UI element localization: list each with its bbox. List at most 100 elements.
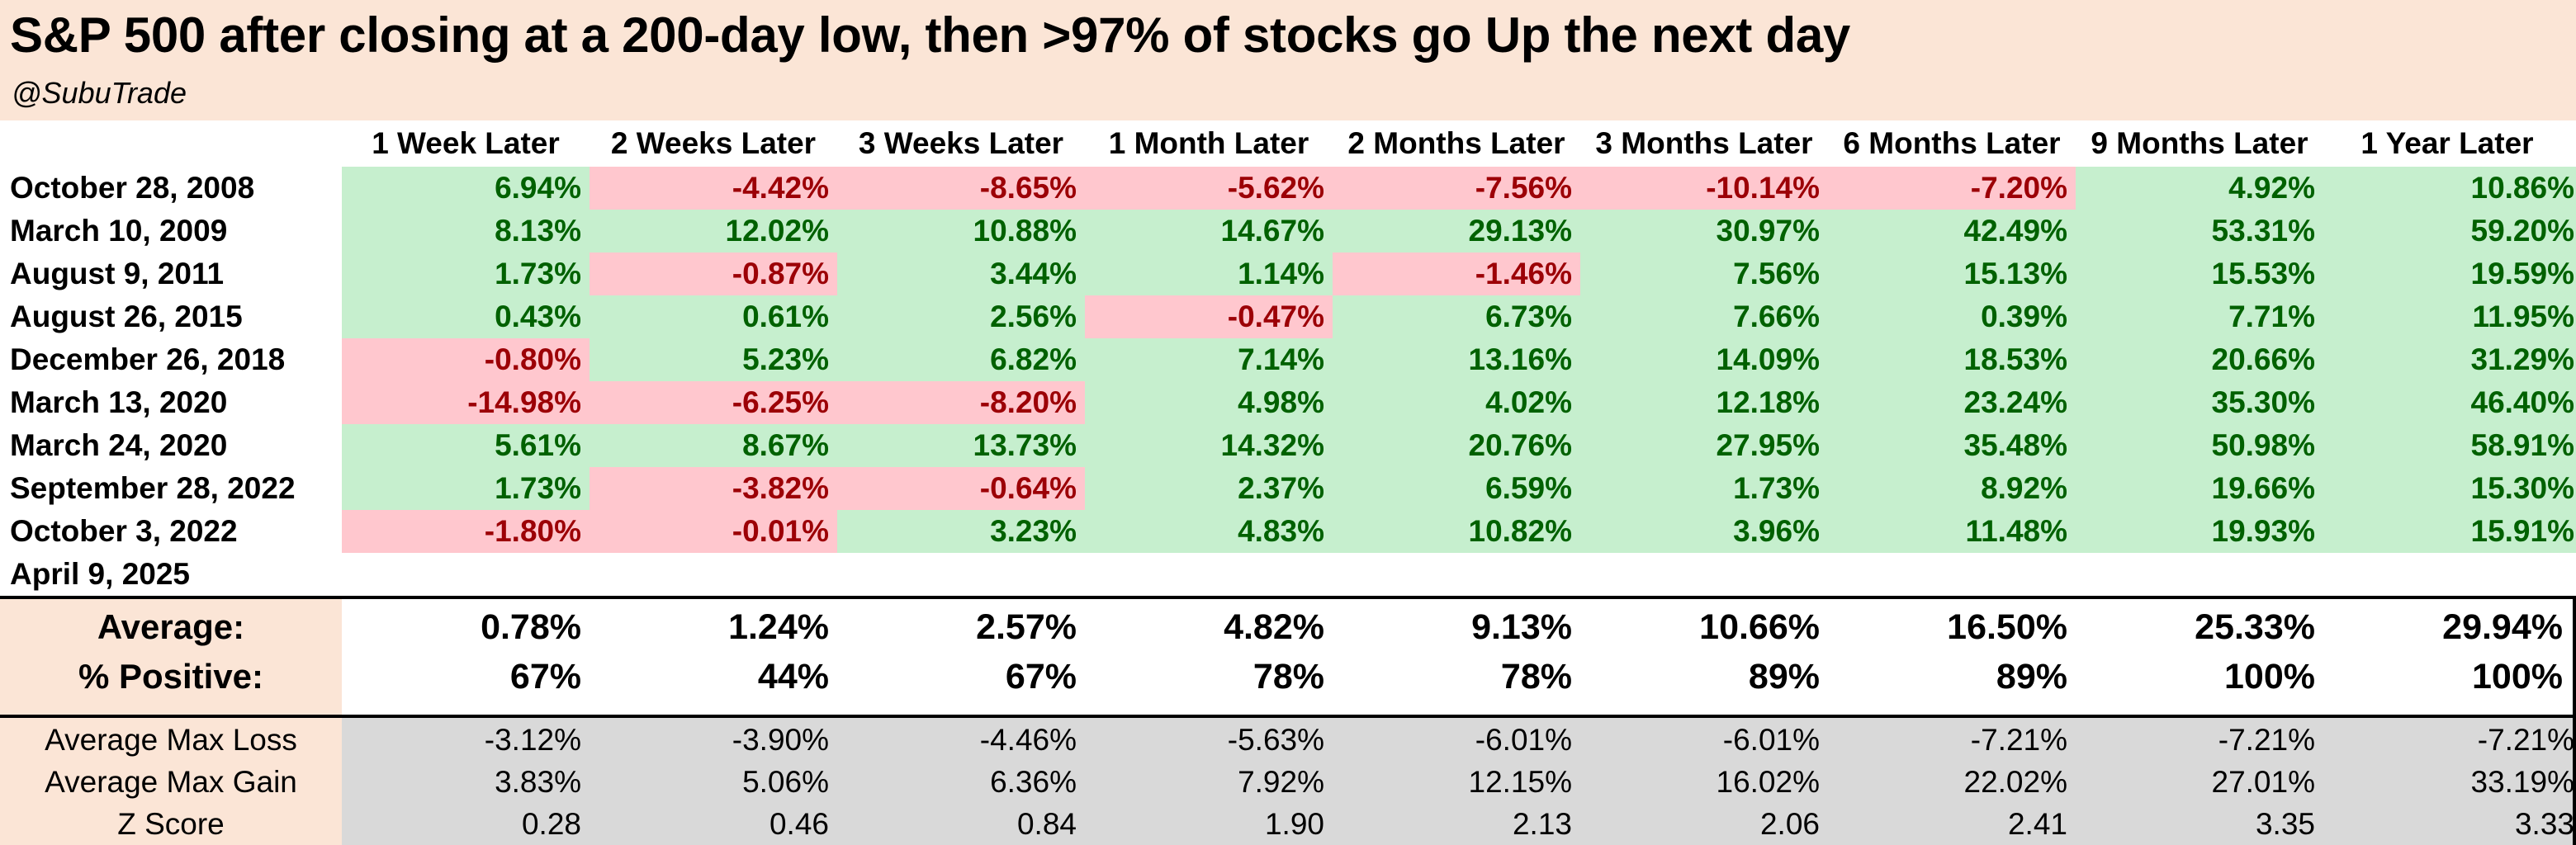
table-cell: 10.88% bbox=[837, 210, 1085, 253]
summary-value: 67% bbox=[1005, 657, 1077, 696]
stats-value: -7.21% bbox=[2477, 723, 2574, 757]
column-header: 1 Week Later bbox=[372, 126, 560, 160]
summary-value: 16.50% bbox=[1947, 607, 2067, 647]
table-cell: 29.13% bbox=[1333, 210, 1580, 253]
summary-label: % Positive: bbox=[78, 657, 264, 696]
table-cell: -3.82% bbox=[590, 467, 837, 510]
table-cell: -0.80% bbox=[342, 338, 590, 381]
stats-value: 7.92% bbox=[1238, 765, 1324, 799]
row-date: September 28, 2022 bbox=[10, 471, 296, 505]
summary-top-border bbox=[0, 596, 2576, 599]
stats-value: 2.13 bbox=[1512, 807, 1572, 841]
column-header: 6 Months Later bbox=[1843, 126, 2061, 160]
column-header: 1 Year Later bbox=[2361, 126, 2534, 160]
table-cell: -7.20% bbox=[1828, 167, 2076, 210]
table-cell: 19.59% bbox=[2323, 253, 2576, 295]
table-cell: 4.98% bbox=[1085, 381, 1333, 424]
table-cell: -7.56% bbox=[1333, 167, 1580, 210]
table-cell: 13.16% bbox=[1333, 338, 1580, 381]
row-date: August 9, 2011 bbox=[10, 257, 225, 290]
table-cell: 15.91% bbox=[2323, 510, 2576, 553]
stats-value: 0.46 bbox=[769, 807, 829, 841]
row-date: December 26, 2018 bbox=[10, 342, 286, 376]
table-cell: 4.02% bbox=[1333, 381, 1580, 424]
stats-value: 1.90 bbox=[1264, 807, 1324, 841]
table-cell: 6.59% bbox=[1333, 467, 1580, 510]
stats-label: Average Max Loss bbox=[45, 723, 297, 757]
table-cell: 20.76% bbox=[1333, 424, 1580, 467]
table-cell: 35.48% bbox=[1828, 424, 2076, 467]
table-cell: 11.95% bbox=[2323, 295, 2576, 338]
table-cell: 20.66% bbox=[2076, 338, 2323, 381]
row-date: March 24, 2020 bbox=[10, 428, 228, 462]
table-cell: 15.30% bbox=[2323, 467, 2576, 510]
table-cell: 5.61% bbox=[342, 424, 590, 467]
page-title: S&P 500 after closing at a 200-day low, … bbox=[10, 7, 1850, 63]
table-cell: 4.83% bbox=[1085, 510, 1333, 553]
stats-value: 3.83% bbox=[495, 765, 581, 799]
table-cell: 2.37% bbox=[1085, 467, 1333, 510]
stats-value: -7.21% bbox=[2218, 723, 2315, 757]
summary-value: 10.66% bbox=[1699, 607, 1820, 647]
table-row: April 9, 2025 bbox=[0, 553, 2576, 596]
table-cell: -4.42% bbox=[590, 167, 837, 210]
table-cell: 0.61% bbox=[590, 295, 837, 338]
table-row: October 28, 2008 6.94% -4.42% -8.65% -5.62% -… bbox=[0, 167, 2576, 210]
table-cell: 8.92% bbox=[1828, 467, 2076, 510]
summary-value: 0.78% bbox=[481, 607, 581, 647]
stats-value: 33.19% bbox=[2470, 765, 2575, 799]
row-date: August 26, 2015 bbox=[10, 300, 243, 333]
table-row: August 9, 2011 1.73% -0.87% 3.44% 1.14% -1.46… bbox=[0, 253, 2576, 295]
table-cell: 46.40% bbox=[2323, 381, 2576, 424]
table-cell: 15.53% bbox=[2076, 253, 2323, 295]
summary-label-panel bbox=[0, 599, 342, 715]
table-cell: 1.73% bbox=[342, 467, 590, 510]
right-border bbox=[2573, 596, 2576, 845]
table-cell: 50.98% bbox=[2076, 424, 2323, 467]
stats-value: 3.35 bbox=[2255, 807, 2315, 841]
table-cell: -0.47% bbox=[1085, 295, 1333, 338]
column-header: 3 Weeks Later bbox=[858, 126, 1064, 160]
stats-value: -3.90% bbox=[732, 723, 829, 757]
title-bar: S&P 500 after closing at a 200-day low, … bbox=[0, 0, 2576, 120]
stats-value: 22.02% bbox=[1963, 765, 2068, 799]
table-cell: 0.43% bbox=[342, 295, 590, 338]
summary-value: 100% bbox=[2472, 657, 2563, 696]
table-cell: 14.09% bbox=[1580, 338, 1828, 381]
summary-value: 67% bbox=[509, 657, 581, 696]
table-cell: -1.46% bbox=[1333, 253, 1580, 295]
table-cell: 7.71% bbox=[2076, 295, 2323, 338]
table-cell: 31.29% bbox=[2323, 338, 2576, 381]
stats-value: 6.36% bbox=[990, 765, 1077, 799]
stats-value: 12.15% bbox=[1468, 765, 1573, 799]
table-cell: 6.82% bbox=[837, 338, 1085, 381]
table-cell: 19.66% bbox=[2076, 467, 2323, 510]
table-cell: 12.02% bbox=[590, 210, 837, 253]
stats-value: -5.63% bbox=[1227, 723, 1324, 757]
table-row: March 10, 2009 8.13% 12.02% 10.88% 14.67% 29.… bbox=[0, 210, 2576, 253]
summary-value: 89% bbox=[1996, 657, 2067, 696]
column-header: 1 Month Later bbox=[1108, 126, 1309, 160]
row-date: April 9, 2025 bbox=[10, 557, 191, 591]
author-handle: @SubuTrade bbox=[12, 76, 187, 110]
table-cell: -8.65% bbox=[837, 167, 1085, 210]
column-header: 2 Months Later bbox=[1347, 126, 1565, 160]
column-header: 9 Months Later bbox=[2091, 126, 2308, 160]
table-cell: 1.14% bbox=[1085, 253, 1333, 295]
stats-value: -6.01% bbox=[1475, 723, 1572, 757]
table-row: March 13, 2020 -14.98% -6.25% -8.20% 4.98% 4.… bbox=[0, 381, 2576, 424]
table-cell: 5.23% bbox=[590, 338, 837, 381]
table-cell: 15.13% bbox=[1828, 253, 2076, 295]
table-cell: 1.73% bbox=[1580, 467, 1828, 510]
row-date: March 10, 2009 bbox=[10, 214, 228, 248]
table-cell: -0.64% bbox=[837, 467, 1085, 510]
stats-value: 0.84 bbox=[1016, 807, 1077, 841]
table-cell: 3.23% bbox=[837, 510, 1085, 553]
stats-value: 2.41 bbox=[2007, 807, 2067, 841]
stats-value: 5.06% bbox=[742, 765, 829, 799]
table-cell: 19.93% bbox=[2076, 510, 2323, 553]
table-cell: 13.73% bbox=[837, 424, 1085, 467]
table-cell: 23.24% bbox=[1828, 381, 2076, 424]
table-cell: 6.94% bbox=[342, 167, 590, 210]
table-cell: -8.20% bbox=[837, 381, 1085, 424]
